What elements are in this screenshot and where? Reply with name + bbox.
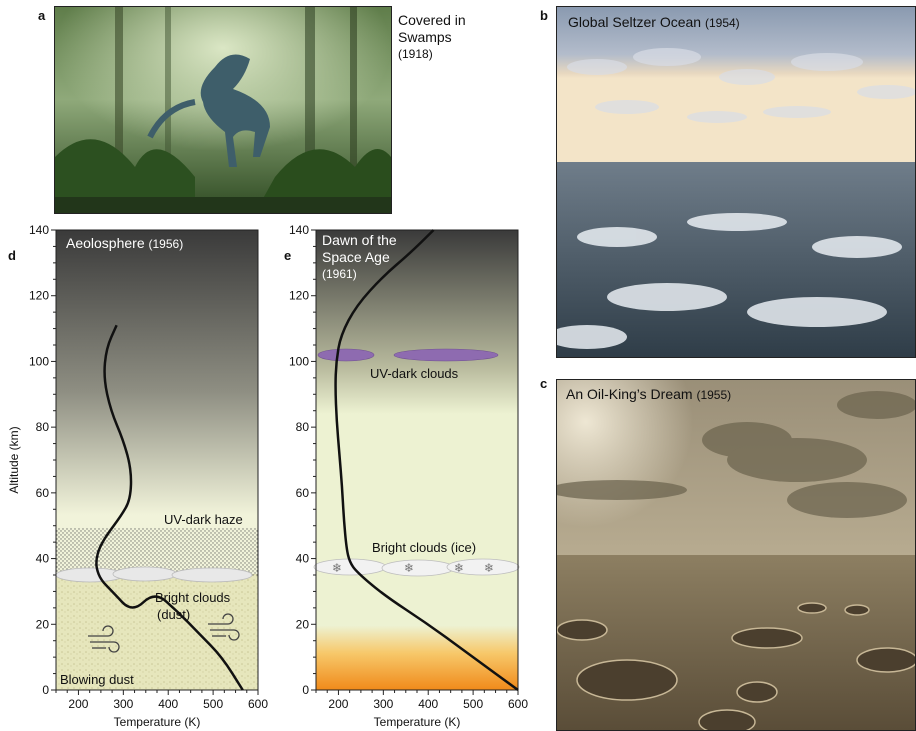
title-c-year: (1955) — [696, 388, 732, 402]
x-tick-label: 600 — [248, 697, 268, 711]
snowflake-icon: ❄ — [332, 561, 342, 575]
x-tick-label: 200 — [328, 697, 348, 711]
atmosphere-gradient-e — [316, 230, 518, 690]
y-tick-label: 100 — [29, 354, 49, 368]
oil-king-dream-illustration — [556, 379, 916, 731]
panel-letter-b: b — [540, 8, 548, 23]
label-uv-clouds: UV-dark clouds — [370, 366, 459, 381]
title-c-main: An Oil-King’s Dream — [566, 386, 693, 402]
y-tick-label: 0 — [42, 683, 49, 697]
axis-ticks-e: 200 300 400 500 600 0 20 40 60 80 100 120 140 — [289, 223, 528, 711]
y-tick-label: 60 — [36, 486, 50, 500]
snowflake-icon: ❄ — [404, 561, 414, 575]
y-tick-label: 80 — [36, 420, 50, 434]
panel-letter-c: c — [540, 376, 548, 391]
x-tick-label: 200 — [68, 697, 88, 711]
y-tick-label: 40 — [296, 552, 310, 566]
y-tick-label: 40 — [36, 552, 50, 566]
panel-letter-d: d — [8, 248, 16, 263]
panel-letter-e: e — [284, 248, 292, 263]
x-tick-label: 300 — [113, 697, 133, 711]
seltzer-ocean-photo — [556, 6, 916, 358]
y-tick-label: 120 — [289, 289, 309, 303]
title-d-year: (1956) — [148, 237, 184, 251]
panel-letter-a: a — [38, 8, 46, 23]
wind-icon — [208, 613, 240, 641]
x-axis-label-d: Temperature (K) — [114, 715, 201, 729]
axis-ticks-d: 200 300 400 500 600 0 20 40 60 80 100 120 140 — [29, 223, 268, 711]
x-tick-label: 500 — [203, 697, 223, 711]
y-tick-label: 20 — [296, 617, 310, 631]
dawn-space-age-chart: ❄ ❄ ❄ ❄ 200 300 400 500 600 0 20 40 60 80 100 120 14… — [289, 223, 528, 729]
y-tick-label: 140 — [29, 223, 49, 237]
caption-a-main: Covered in Swamps — [398, 12, 466, 45]
swamp-dinosaur-illustration — [54, 6, 392, 214]
y-tick-label: 0 — [302, 683, 309, 697]
x-axis-label-e: Temperature (K) — [374, 715, 461, 729]
y-tick-label: 20 — [36, 617, 50, 631]
title-d: Aeolosphere (1956) — [66, 235, 183, 253]
y-tick-label: 140 — [289, 223, 309, 237]
label-bright-dust-1: Bright clouds — [155, 590, 231, 605]
y-tick-label: 60 — [296, 486, 310, 500]
title-e-line2: Space Age — [322, 249, 390, 265]
title-e: Dawn of the Space Age (1961) — [322, 232, 397, 283]
temperature-profile-e — [334, 229, 519, 692]
ice-crystal-icons: ❄ ❄ ❄ ❄ — [332, 561, 494, 575]
title-b-main: Global Seltzer Ocean — [568, 14, 702, 30]
label-bright-ice: Bright clouds (ice) — [372, 540, 476, 555]
title-b: Global Seltzer Ocean (1954) — [568, 14, 740, 32]
blowing-dust-region — [56, 574, 258, 690]
label-uv-haze: UV-dark haze — [164, 512, 243, 527]
title-c: An Oil-King’s Dream (1955) — [566, 386, 731, 404]
title-b-year: (1954) — [704, 16, 740, 30]
title-e-year: (1961) — [322, 267, 357, 281]
snowflake-icon: ❄ — [454, 561, 464, 575]
dust-cloud-layer — [55, 566, 253, 583]
snowflake-icon: ❄ — [484, 561, 494, 575]
x-tick-label: 300 — [373, 697, 393, 711]
y-tick-label: 100 — [289, 354, 309, 368]
x-tick-label: 400 — [418, 697, 438, 711]
temperature-profile-d — [95, 324, 244, 691]
x-tick-label: 400 — [158, 697, 178, 711]
y-tick-label: 120 — [29, 289, 49, 303]
y-tick-label: 80 — [296, 420, 310, 434]
label-blowing-dust: Blowing dust — [60, 672, 134, 687]
aeolosphere-chart: 200 300 400 500 600 0 20 40 60 80 100 120 140 UV-dar… — [7, 223, 268, 729]
caption-a: Covered in Swamps (1918) — [398, 12, 488, 63]
label-bright-dust-2: (dust) — [157, 607, 190, 622]
x-tick-label: 600 — [508, 697, 528, 711]
wind-icon — [88, 625, 120, 653]
x-tick-label: 500 — [463, 697, 483, 711]
caption-a-year: (1918) — [398, 47, 433, 61]
title-e-line1: Dawn of the — [322, 232, 397, 248]
y-axis-label-d: Altitude (km) — [7, 426, 21, 493]
title-d-main: Aeolosphere — [66, 235, 145, 251]
uv-dark-cloud-layer — [317, 348, 499, 362]
